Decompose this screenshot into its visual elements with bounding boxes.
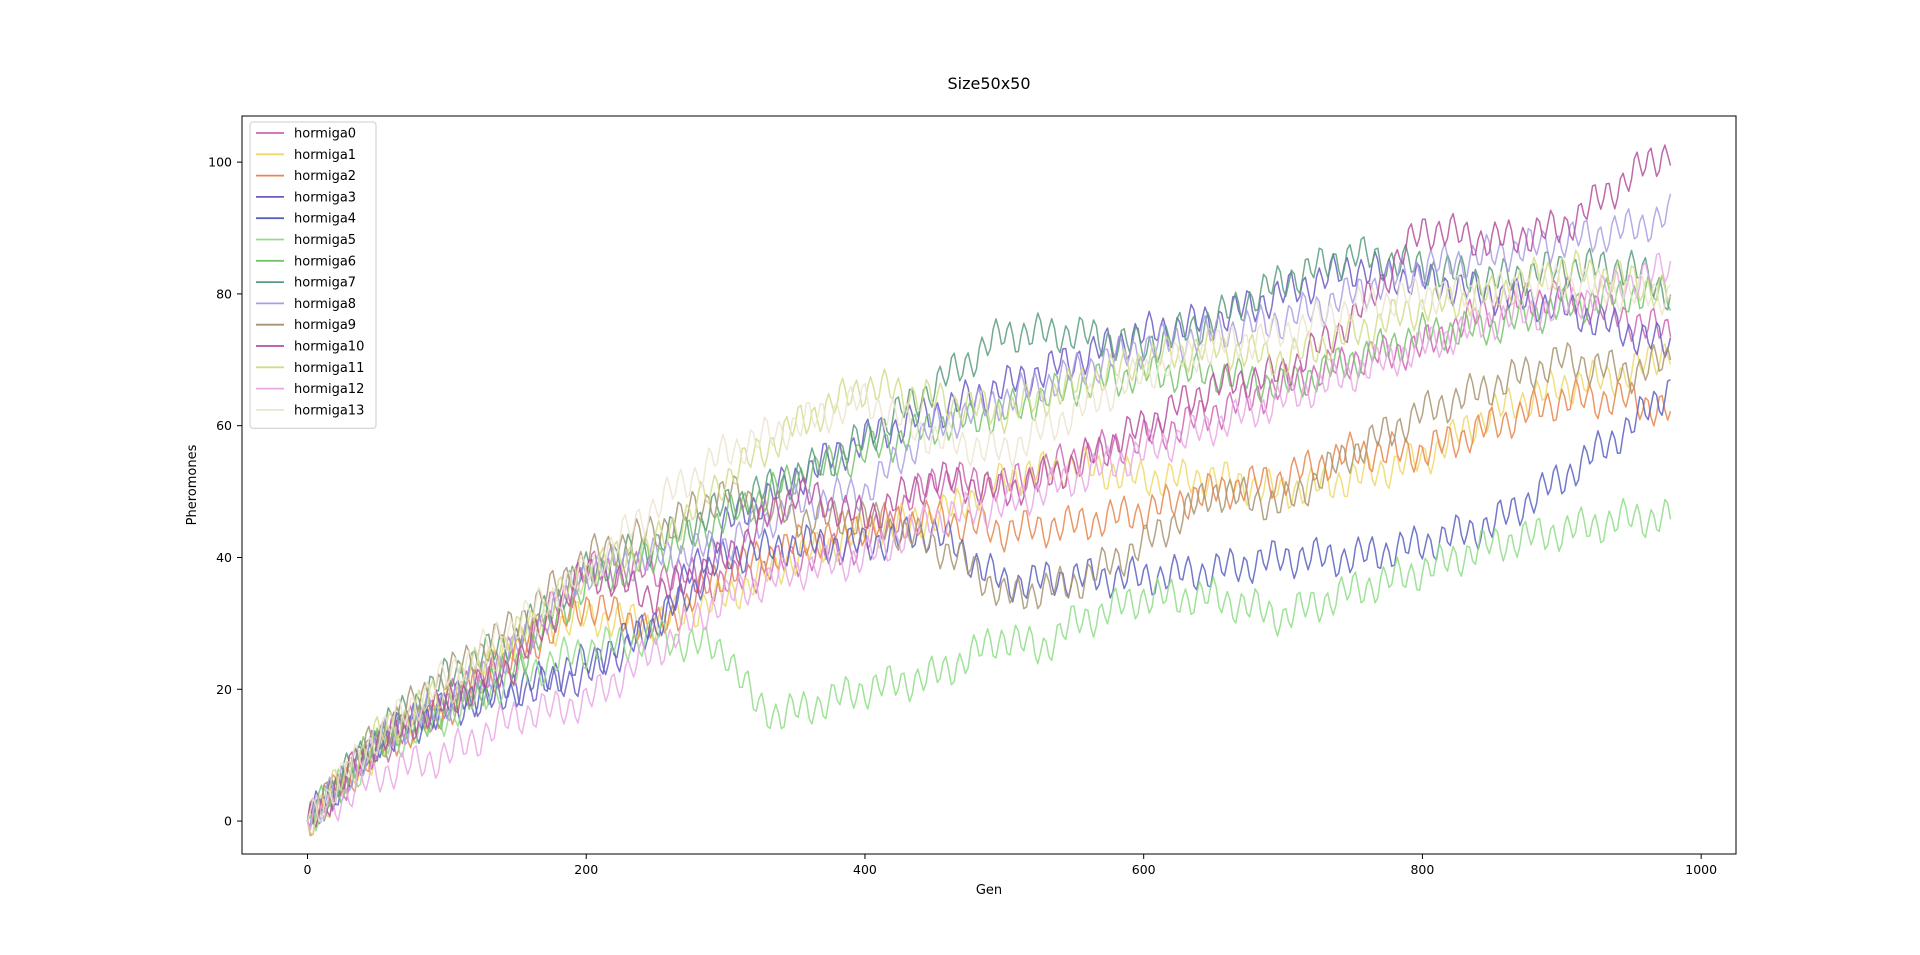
y-tick-label: 60: [216, 418, 232, 433]
legend-label: hormiga5: [294, 233, 356, 248]
y-tick-label: 80: [216, 286, 232, 301]
series-line-hormiga13: [306, 264, 1672, 824]
series-line-hormiga2: [306, 378, 1672, 837]
y-tick-label: 100: [208, 155, 232, 170]
legend-label: hormiga3: [294, 190, 356, 205]
series-line-hormiga12: [306, 252, 1672, 831]
plot-lines: [306, 144, 1672, 837]
x-tick-label: 200: [574, 862, 598, 877]
y-axis: 0 20 40 60 80 100: [208, 155, 242, 829]
y-tick-label: 40: [216, 550, 232, 565]
x-axis: 0 200 400 600 800 1000: [304, 854, 1717, 877]
legend-label: hormiga7: [294, 276, 356, 291]
y-tick-label: 0: [224, 814, 232, 829]
legend-label: hormiga2: [294, 169, 356, 184]
legend-label: hormiga1: [294, 148, 356, 163]
legend-label: hormiga0: [294, 127, 356, 142]
legend-label: hormiga13: [294, 403, 364, 418]
x-axis-label: Gen: [976, 883, 1002, 898]
chart-title: Size50x50: [947, 74, 1030, 93]
legend-label: hormiga12: [294, 382, 364, 397]
y-axis-label: Pheromones: [185, 444, 200, 525]
series-line-hormiga5: [306, 497, 1672, 832]
legend-label: hormiga4: [294, 212, 356, 227]
legend-label: hormiga11: [294, 361, 364, 376]
legend-label: hormiga8: [294, 297, 356, 312]
series-line-hormiga11: [306, 249, 1672, 836]
x-tick-label: 1000: [1685, 862, 1717, 877]
series-line-hormiga6: [306, 274, 1672, 825]
legend-label: hormiga10: [294, 340, 364, 355]
legend: hormiga0 hormiga1 hormiga2 hormiga3 hormiga4…: [249, 121, 377, 429]
x-tick-label: 400: [853, 862, 877, 877]
legend-box: [249, 121, 377, 429]
plot-frame: [241, 115, 1737, 855]
legend-label: hormiga6: [294, 254, 356, 269]
series-line-hormiga8: [306, 193, 1672, 831]
series-line-hormiga4: [306, 378, 1671, 825]
x-tick-label: 600: [1132, 862, 1156, 877]
x-tick-label: 800: [1410, 862, 1434, 877]
x-tick-label: 0: [304, 862, 312, 877]
y-tick-label: 20: [216, 682, 232, 697]
legend-label: hormiga9: [294, 318, 356, 333]
